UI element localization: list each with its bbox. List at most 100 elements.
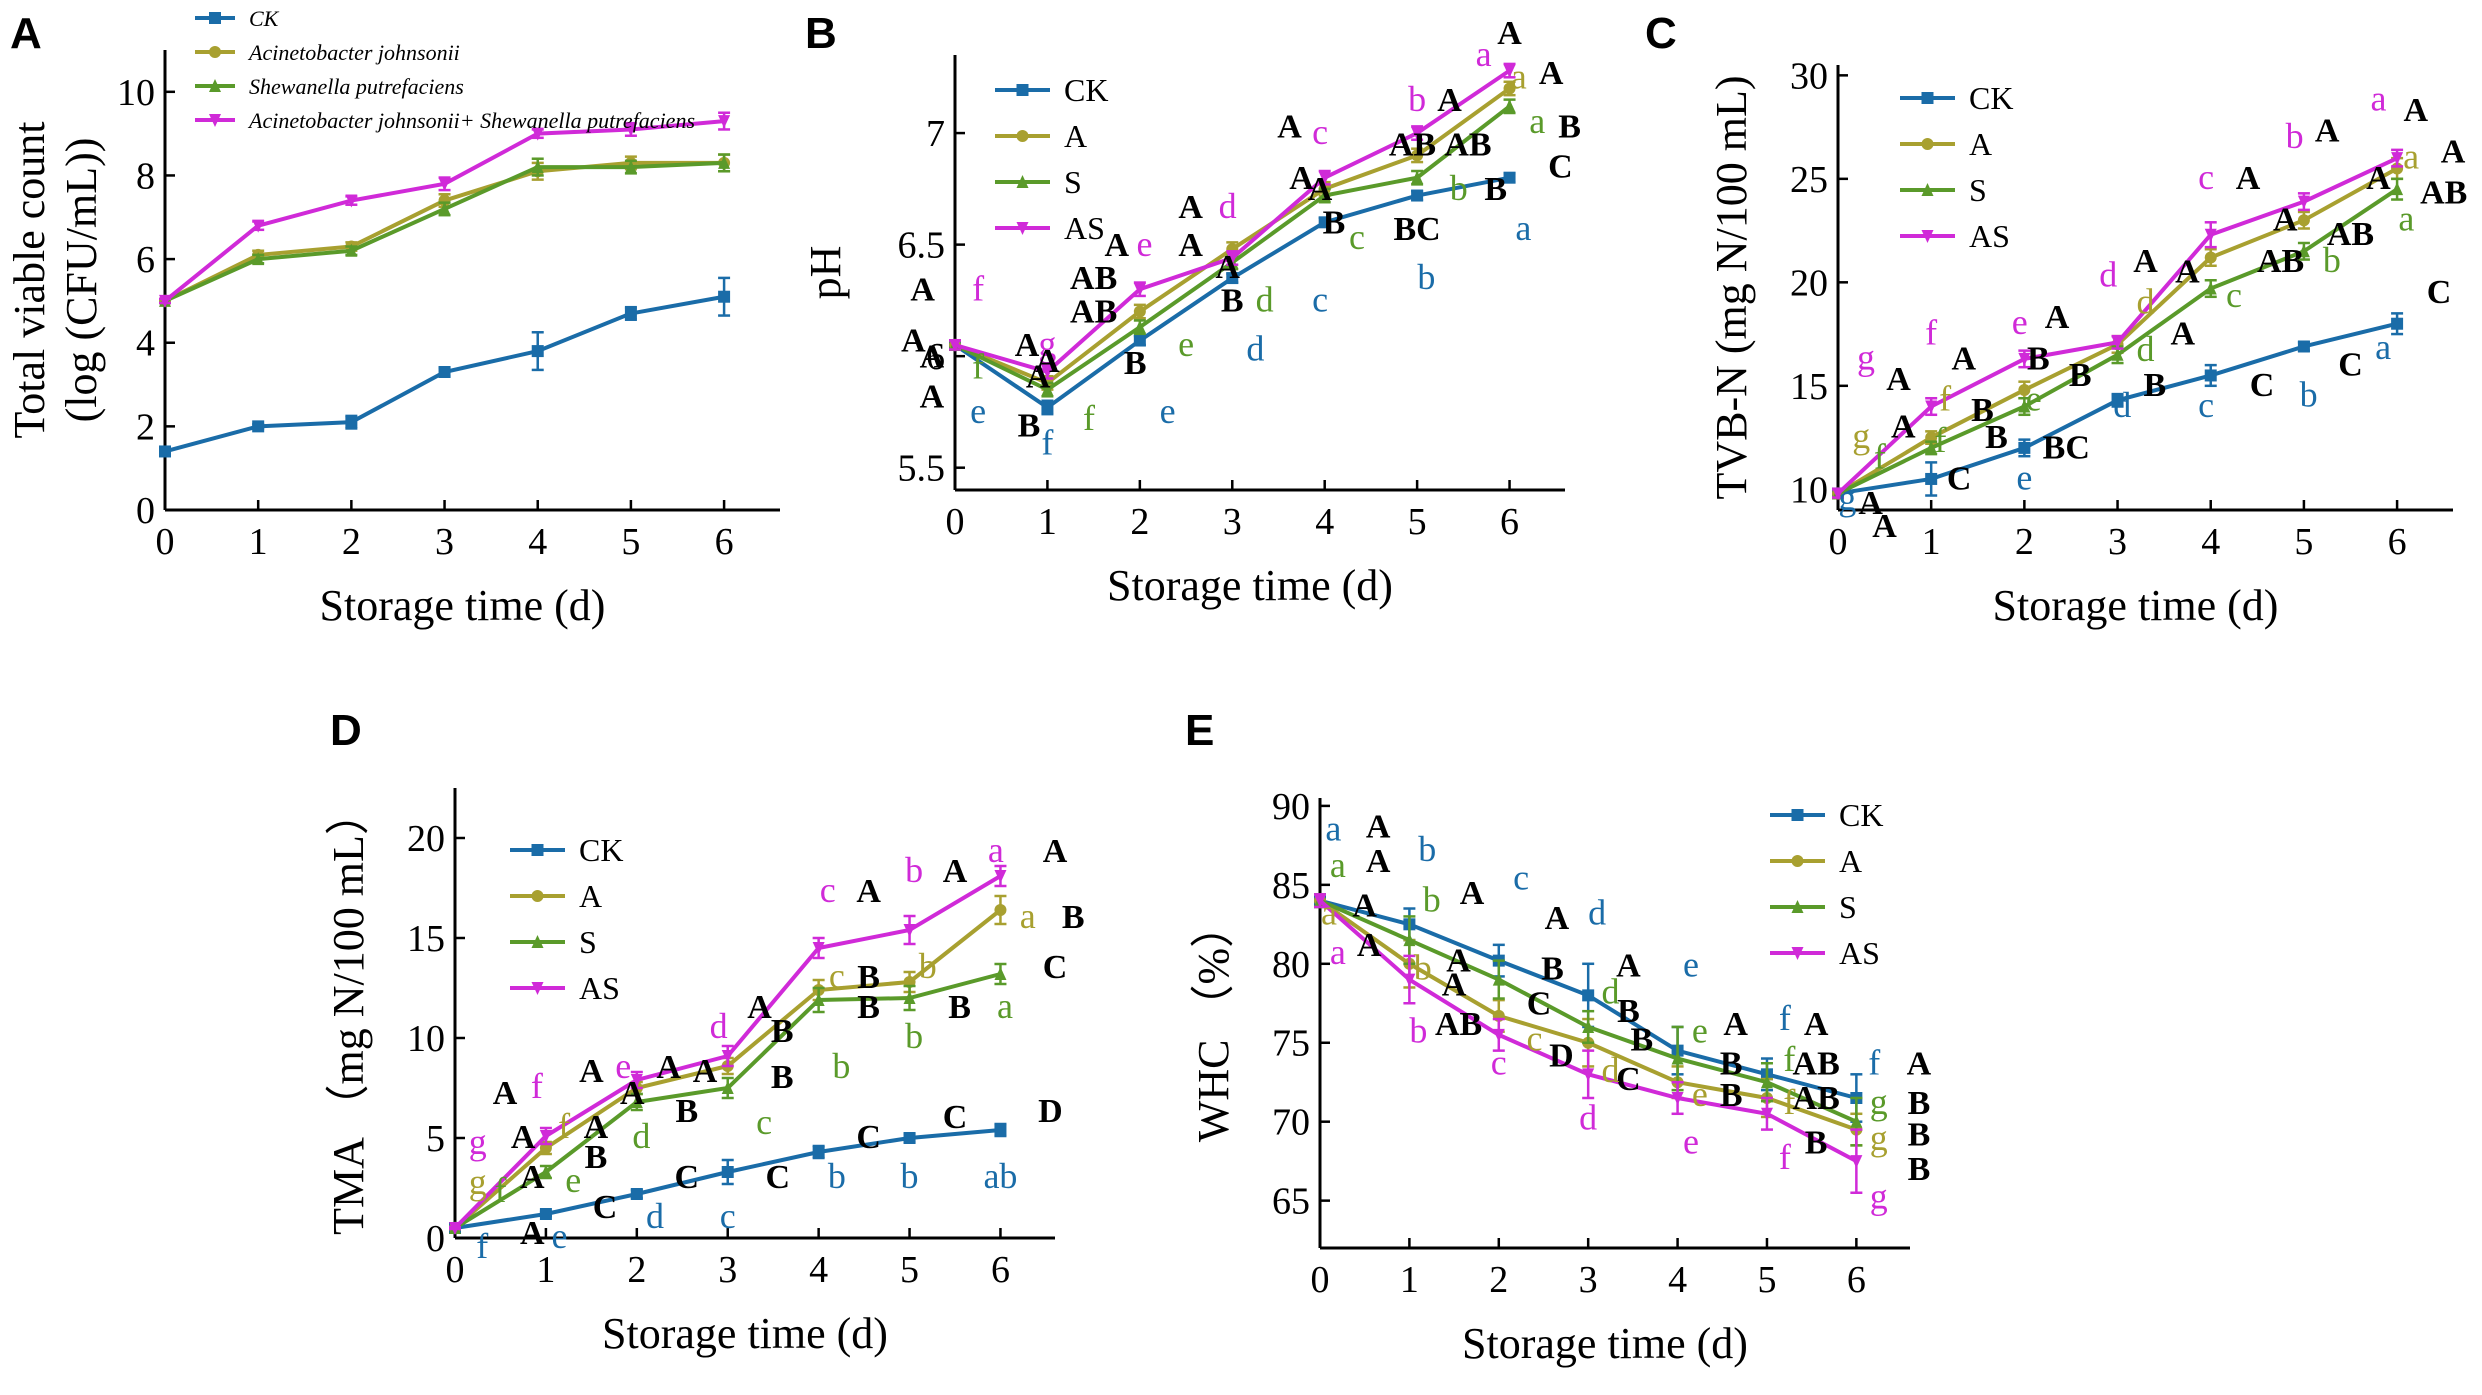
significance-letter-lower: e: [1692, 1011, 1708, 1051]
data-point: [2391, 317, 2404, 330]
x-tick-label: 0: [1829, 521, 1848, 563]
data-point: [2297, 244, 2310, 258]
y-tick-label: 20: [407, 818, 445, 860]
data-point: [994, 870, 1007, 883]
significance-letter-lower: c: [829, 956, 845, 996]
data-point: [721, 1166, 734, 1178]
series-as: [159, 111, 731, 308]
x-tick-label: 2: [342, 521, 361, 563]
significance-letter-upper: A: [1723, 1006, 1748, 1043]
panel-letter: C: [1645, 9, 1677, 58]
significance-letter-lower: f: [1935, 420, 1947, 460]
series-ck: [159, 276, 731, 458]
significance-letter-upper: A: [693, 1053, 718, 1090]
significance-letter-lower: e: [2016, 457, 2032, 497]
legend-label: CK: [1969, 80, 2013, 116]
data-point: [1832, 487, 1844, 501]
x-tick-label: 1: [1400, 1259, 1419, 1301]
significance-letter-lower: e: [970, 391, 986, 431]
significance-letter-upper: A: [1460, 875, 1485, 912]
y-tick-label: 6: [926, 336, 945, 378]
y-tick-label: 10: [1790, 469, 1828, 511]
significance-letter-upper: A: [1104, 227, 1129, 264]
significance-letter-upper: A: [1308, 171, 1333, 208]
data-point: [630, 1095, 643, 1108]
significance-letter-lower: f: [1779, 1137, 1791, 1177]
significance-letter-upper: C: [943, 1099, 968, 1136]
data-point: [1760, 1107, 1773, 1121]
x-tick-label: 3: [1223, 501, 1242, 543]
significance-letter-upper: B: [857, 989, 880, 1026]
y-axis-title: pH: [801, 246, 850, 300]
significance-letter-lower: b: [901, 1156, 919, 1196]
significance-letter-lower: d: [2099, 254, 2117, 294]
y-axis-title-line2: (log (CFU/mL)): [57, 138, 106, 423]
x-tick-label: 3: [2108, 521, 2127, 563]
series-s: [1832, 177, 2404, 500]
legend-swatch-marker: [1921, 92, 1934, 104]
significance-letter-upper: A: [920, 338, 945, 375]
series-as: [1832, 148, 2404, 501]
significance-letter-lower: a: [1020, 896, 1036, 936]
data-point: [1411, 189, 1424, 202]
data-point: [2391, 182, 2404, 196]
legend-label: S: [1064, 164, 1082, 200]
significance-letter-upper: A: [1907, 1045, 1932, 1082]
significance-letter-lower: e: [1683, 1121, 1699, 1161]
x-axis-title: Storage time (d): [1993, 581, 2279, 630]
data-point: [949, 339, 961, 352]
legend-swatch-marker: [1921, 183, 1934, 196]
data-point: [1314, 894, 1326, 908]
significance-letter-lower: g: [1038, 324, 1056, 364]
legend-swatch-marker: [1016, 84, 1029, 96]
data-point: [1133, 283, 1146, 297]
significance-letter-upper: A: [1497, 15, 1522, 52]
legend-swatch-marker: [1921, 138, 1934, 150]
x-tick-label: 6: [991, 1249, 1010, 1291]
significance-letter-upper: A: [2315, 113, 2340, 150]
y-tick-label: 10: [117, 72, 155, 114]
data-point: [1671, 1051, 1684, 1065]
x-tick-label: 3: [718, 1249, 737, 1291]
significance-letter-upper: A: [1872, 508, 1897, 545]
significance-letter-lower: c: [756, 1102, 772, 1142]
y-tick-label: 4: [136, 323, 155, 365]
x-tick-label: 1: [1922, 521, 1941, 563]
data-point: [2018, 352, 2031, 366]
data-point: [630, 1074, 643, 1087]
data-point: [1492, 1028, 1505, 1042]
x-tick-label: 6: [2388, 521, 2407, 563]
x-axis-title: Storage time (d): [320, 581, 606, 630]
y-tick-label: 6.5: [898, 225, 946, 267]
significance-letter-lower: e: [565, 1160, 581, 1200]
significance-letter-lower: a: [1511, 56, 1527, 96]
panel-d: D 0 1 2 3 4 5 6 0 5 10 15 20 Storage time (d) TMA （mg …: [324, 706, 1085, 1358]
significance-letter-upper: B: [585, 1139, 608, 1176]
x-tick-label: 4: [1315, 501, 1334, 543]
data-point: [252, 219, 265, 233]
panel-e: E 0 1 2 3 4 5 6 65 70 75 80 85 90 Storage time (d) WHC …: [1185, 706, 1932, 1368]
significance-letter-upper: A: [856, 873, 881, 910]
significance-letter-lower: e: [615, 1046, 631, 1086]
significance-letter-upper: B: [1720, 1045, 1743, 1082]
significance-letter-lower: c: [1491, 1042, 1507, 1082]
significance-letter-upper: B: [1908, 1085, 1931, 1122]
data-point: [1503, 99, 1516, 113]
significance-letter-upper: C: [2427, 274, 2452, 311]
significance-letter-lower: e: [1683, 944, 1699, 984]
significance-letter-upper: A: [1891, 409, 1916, 446]
significance-letter-lower: g: [1870, 1118, 1888, 1158]
series-as: [949, 62, 1516, 380]
significance-letter-upper: A: [1446, 943, 1471, 980]
significance-letter-upper: B: [1484, 171, 1507, 208]
y-tick-label: 15: [1790, 366, 1828, 408]
data-point: [2204, 251, 2217, 264]
data-point: [630, 1188, 643, 1200]
significance-letter-lower: a: [1330, 932, 1346, 972]
legend-label: S: [579, 924, 597, 960]
data-point: [812, 942, 825, 955]
significance-letter-lower: ab: [983, 1156, 1017, 1196]
significance-letter-upper: A: [1366, 808, 1391, 845]
